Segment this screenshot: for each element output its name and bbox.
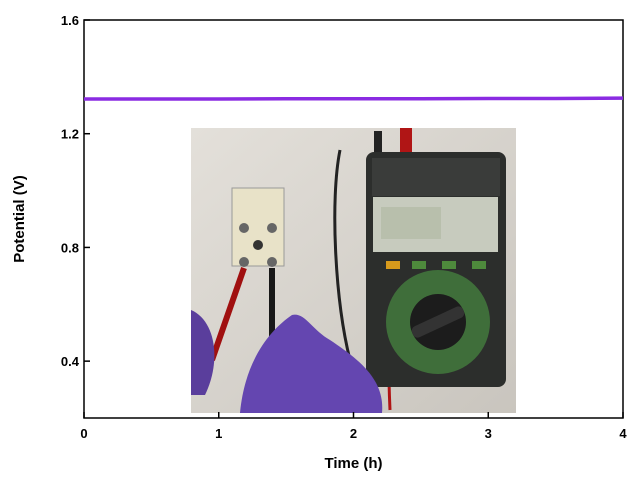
inset-photo [191, 128, 516, 413]
data-line [84, 96, 624, 101]
x-tick-label: 4 [619, 426, 627, 441]
x-axis-label: Time (h) [324, 455, 382, 472]
y-tick-label: 0.8 [61, 240, 79, 255]
y-tick-label: 1.2 [61, 127, 79, 142]
y-tick-label: 0.4 [61, 354, 80, 369]
y-tick-label: 1.6 [61, 13, 79, 28]
y-axis-label: Potential (V) [11, 175, 28, 263]
x-tick-label: 3 [485, 426, 492, 441]
x-tick-label: 1 [215, 426, 222, 441]
x-tick-label: 2 [350, 426, 357, 441]
x-tick-label: 0 [80, 426, 87, 441]
